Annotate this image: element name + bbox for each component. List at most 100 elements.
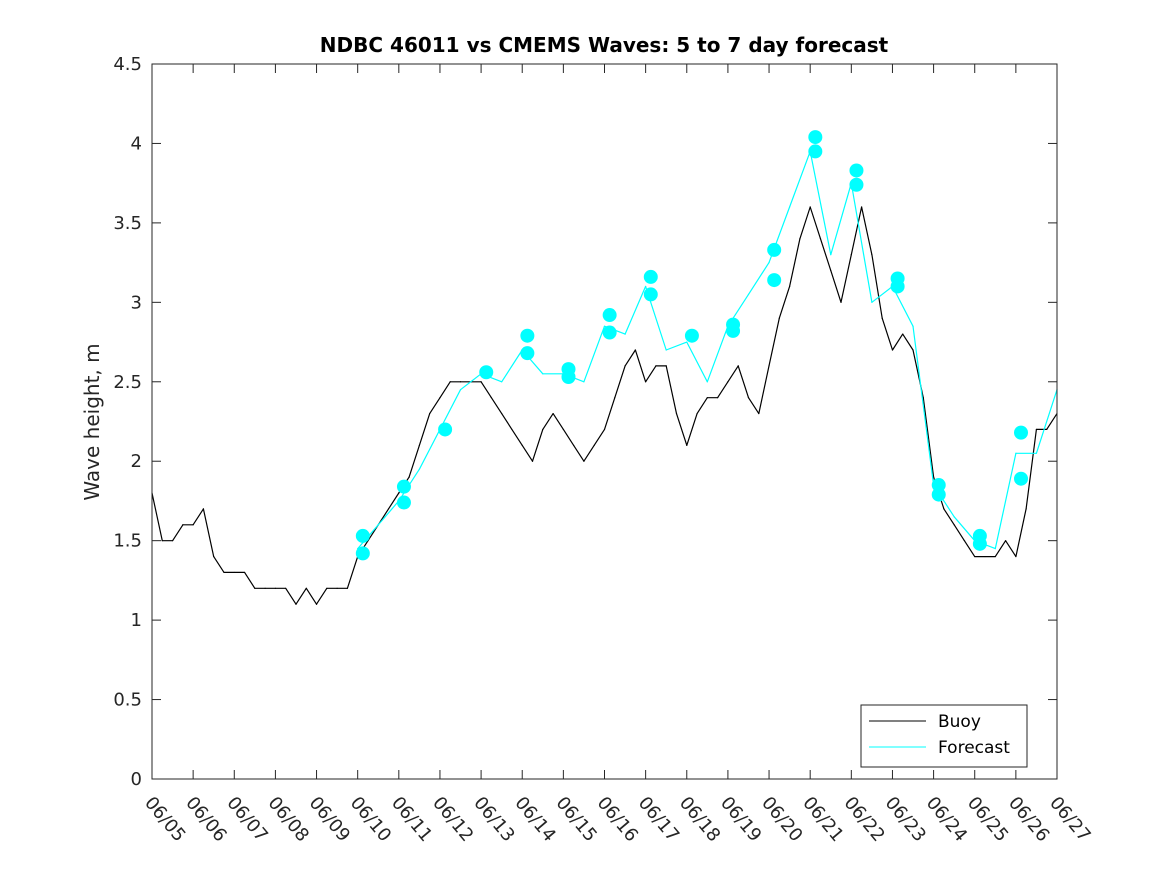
data-point-forecast <box>871 301 873 303</box>
y-tick-label: 4 <box>131 133 142 154</box>
forecast-marker <box>561 362 576 377</box>
forecast-marker <box>438 422 453 437</box>
data-point-buoy <box>758 412 760 415</box>
x-tick-label: 06/05 <box>140 793 189 846</box>
data-point-buoy <box>830 269 832 272</box>
data-point-buoy <box>799 238 801 240</box>
forecast-marker <box>890 271 905 286</box>
forecast-marker <box>643 269 658 284</box>
data-point-buoy <box>233 571 235 574</box>
legend-buoy-label: Buoy <box>938 712 981 732</box>
plot-area <box>152 64 1057 779</box>
y-tick-label: 1.5 <box>113 531 142 552</box>
plot-background <box>152 64 1057 779</box>
data-point-buoy <box>912 349 914 351</box>
forecast-marker <box>808 130 823 145</box>
data-point-forecast <box>830 254 832 256</box>
chart-title: NDBC 46011 vs CMEMS Waves: 5 to 7 day fo… <box>320 33 889 57</box>
data-point-buoy <box>521 444 523 446</box>
data-point-buoy <box>274 587 277 589</box>
data-point-forecast <box>747 293 750 295</box>
data-point-buoy <box>840 301 842 303</box>
forecast-marker <box>767 242 782 257</box>
forecast-marker <box>602 308 617 323</box>
data-point-buoy <box>902 333 904 335</box>
x-tick-label: 06/20 <box>757 793 806 846</box>
data-point-buoy <box>696 412 698 415</box>
data-point-buoy <box>490 397 492 399</box>
data-point-forecast <box>645 285 647 288</box>
forecast-marker <box>479 365 494 380</box>
data-point-buoy <box>819 238 822 240</box>
data-point-forecast <box>994 548 996 550</box>
x-tick-label: 06/19 <box>716 793 765 846</box>
forecast-marker <box>931 478 946 493</box>
data-point-buoy <box>408 476 410 478</box>
data-point-buoy <box>429 412 431 415</box>
data-point-buoy <box>645 381 647 383</box>
data-point-buoy <box>398 492 400 494</box>
data-point-buoy <box>285 587 287 589</box>
data-point-buoy <box>552 412 554 415</box>
x-tick-label: 06/06 <box>181 793 230 846</box>
data-point-buoy <box>171 540 174 542</box>
forecast-marker <box>396 479 411 494</box>
data-point-buoy <box>562 428 564 431</box>
data-point-buoy <box>717 397 719 399</box>
data-point-buoy <box>531 460 534 462</box>
data-point-buoy <box>583 460 585 462</box>
forecast-marker <box>849 163 864 178</box>
data-point-buoy <box>192 524 194 526</box>
y-tick-label: 4.5 <box>113 54 142 75</box>
data-point-buoy <box>449 381 451 383</box>
x-tick-label: 06/21 <box>798 793 847 846</box>
data-point-buoy <box>963 540 966 542</box>
y-tick-label: 2 <box>131 451 142 472</box>
data-point-buoy <box>336 587 338 589</box>
forecast-marker <box>726 317 741 332</box>
data-point-buoy <box>747 397 750 399</box>
data-point-forecast <box>953 516 955 518</box>
data-point-forecast <box>459 389 462 391</box>
data-point-forecast <box>768 262 770 264</box>
data-point-buoy <box>675 412 678 415</box>
forecast-marker <box>643 287 658 302</box>
data-point-buoy <box>418 444 420 446</box>
forecast-marker <box>1014 471 1029 486</box>
data-point-buoy <box>1015 555 1017 558</box>
data-point-buoy <box>665 365 667 367</box>
y-tick-label: 2.5 <box>113 372 142 393</box>
data-point-buoy <box>315 603 318 605</box>
data-point-buoy <box>346 587 348 589</box>
forecast-marker <box>355 546 370 561</box>
data-point-buoy <box>223 571 225 574</box>
data-point-forecast <box>603 325 606 327</box>
data-point-forecast <box>542 373 544 375</box>
forecast-marker <box>849 177 864 192</box>
data-point-buoy <box>480 381 482 383</box>
y-tick-label: 3 <box>131 292 142 313</box>
data-point-forecast <box>1015 452 1017 454</box>
data-point-buoy <box>881 317 883 319</box>
legend-forecast-label: Forecast <box>938 738 1010 758</box>
data-point-buoy <box>387 508 390 510</box>
legend-box <box>860 704 1028 768</box>
data-point-buoy <box>974 555 976 558</box>
data-point-buoy <box>305 587 307 589</box>
data-point-buoy <box>182 524 184 526</box>
data-point-buoy <box>871 254 873 256</box>
data-point-forecast <box>1035 452 1038 454</box>
data-point-buoy <box>953 524 955 526</box>
marker-layer <box>355 130 1029 561</box>
data-point-buoy <box>439 397 441 399</box>
data-point-buoy <box>737 365 739 367</box>
x-tick-label: 06/16 <box>593 793 642 846</box>
data-point-buoy <box>202 508 205 510</box>
forecast-marker <box>1014 425 1029 440</box>
data-point-buoy <box>264 587 266 589</box>
y-tick-label: 1 <box>131 610 142 631</box>
forecast-marker <box>808 144 823 159</box>
legend: Buoy Forecast <box>860 704 1028 768</box>
forecast-marker <box>520 328 535 343</box>
